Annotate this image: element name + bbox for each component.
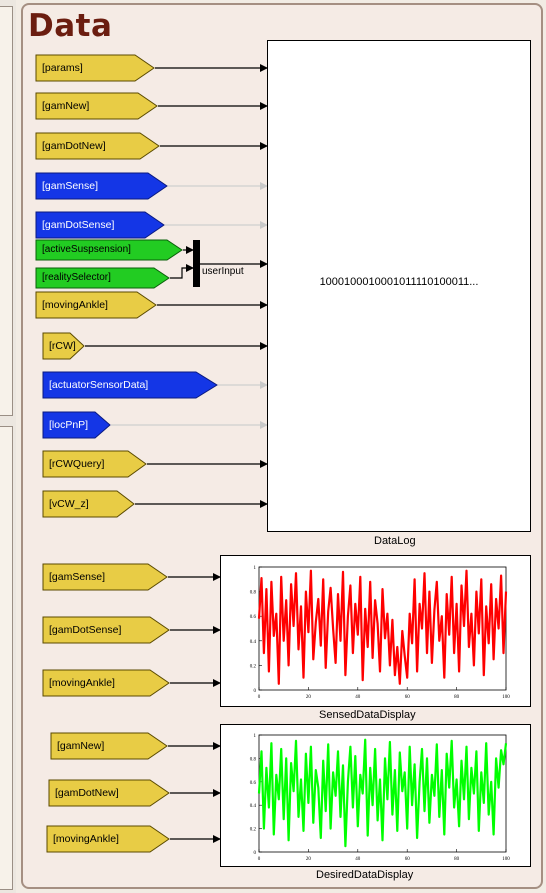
x-tick-label: 80: [454, 695, 460, 700]
sensed-data-display[interactable]: 1 0.8 0.6 0.4 0.2 0 0 20 40 60 80 100: [220, 555, 531, 707]
goto-tag-activesuspension[interactable]: [activeSuspsension]: [35, 239, 183, 261]
y-tick-label: 0.2: [250, 828, 257, 833]
x-tick-label: 20: [306, 857, 312, 862]
from-tag-gamnew[interactable]: [gamNew]: [50, 732, 168, 760]
mux-output-label: userInput: [202, 266, 244, 277]
goto-tag-gamdotnew[interactable]: [gamDotNew]: [35, 132, 160, 160]
desired-data-display[interactable]: 1 0.8 0.6 0.4 0.2 0 0 20 40 60 80 100: [220, 724, 531, 867]
x-tick-label: 40: [355, 857, 361, 862]
x-tick-label: 60: [405, 857, 411, 862]
goto-tag-gamdotsense[interactable]: [gamDotSense]: [35, 211, 165, 239]
goto-tag-actuatorsensordata[interactable]: [actuatorSensorData]: [42, 371, 218, 399]
y-tick-label: 0: [254, 851, 257, 856]
desired-display-label: DesiredDataDisplay: [316, 869, 414, 881]
goto-tag-gamsense[interactable]: [gamSense]: [35, 172, 168, 200]
from-tag-movingankle[interactable]: [movingAnkle]: [42, 669, 170, 697]
x-tick-label: 100: [502, 695, 510, 700]
datalog-block[interactable]: 1000100010001011110100011...: [267, 40, 531, 532]
plot-frame: [258, 566, 507, 691]
goto-tag-params[interactable]: [params]: [35, 54, 155, 82]
x-tick-label: 40: [355, 695, 361, 700]
goto-tag-gamnew[interactable]: [gamNew]: [35, 92, 158, 120]
datalog-label: DataLog: [374, 535, 416, 547]
from-tag-movingankle-desired[interactable]: [movingAnkle]: [46, 825, 170, 853]
goto-tag-vcw-z[interactable]: [vCW_z]: [42, 490, 135, 518]
x-tick-label: 60: [405, 695, 411, 700]
left-subsystem-edge-top: [0, 6, 13, 416]
y-tick-label: 0: [254, 689, 257, 694]
y-tick-label: 0.6: [250, 615, 257, 620]
desired-chart: 1 0.8 0.6 0.4 0.2 00 20 40 60 80 100: [250, 734, 511, 862]
y-tick-label: 0.4: [250, 804, 257, 809]
x-tick-label: 20: [306, 695, 312, 700]
left-subsystem-edge-bottom: [0, 426, 13, 890]
series-line: [257, 569, 508, 685]
datalog-value: 1000100010001011110100011...: [319, 276, 479, 288]
sensed-display-label: SensedDataDisplay: [319, 709, 416, 721]
y-tick-label: 0.4: [250, 640, 257, 645]
goto-tag-locpnp[interactable]: [locPnP]: [42, 411, 111, 439]
from-tag-gamdotsense[interactable]: [gamDotSense]: [42, 616, 170, 644]
goto-tag-realityselector[interactable]: [realitySelector]: [35, 267, 170, 289]
from-tag-gamdotnew[interactable]: [gamDotNew]: [48, 779, 170, 807]
series-line: [257, 738, 508, 848]
from-tag-gamsense[interactable]: [gamSense]: [42, 563, 168, 591]
sensed-chart: 1 0.8 0.6 0.4 0.2 00 20 40 60 80 100: [250, 566, 511, 700]
x-tick-label: 0: [258, 695, 261, 700]
y-tick-label: 0.2: [250, 664, 257, 669]
mux-block[interactable]: [193, 240, 200, 287]
area-title: Data: [28, 8, 113, 44]
x-tick-label: 100: [502, 857, 510, 862]
x-tick-label: 0: [258, 857, 261, 862]
y-tick-label: 0.8: [250, 757, 257, 762]
y-tick-label: 1: [254, 734, 257, 739]
goto-tag-movingankle[interactable]: [movingAnkle]: [35, 291, 157, 319]
y-tick-label: 0.8: [250, 591, 257, 596]
goto-tag-rcw[interactable]: [rCW]: [42, 332, 85, 360]
x-tick-label: 80: [454, 857, 460, 862]
goto-tag-rcwquery[interactable]: [rCWQuery]: [42, 450, 147, 478]
y-tick-label: 1: [254, 566, 257, 571]
signal-line: [170, 264, 194, 279]
y-tick-label: 0.6: [250, 781, 257, 786]
